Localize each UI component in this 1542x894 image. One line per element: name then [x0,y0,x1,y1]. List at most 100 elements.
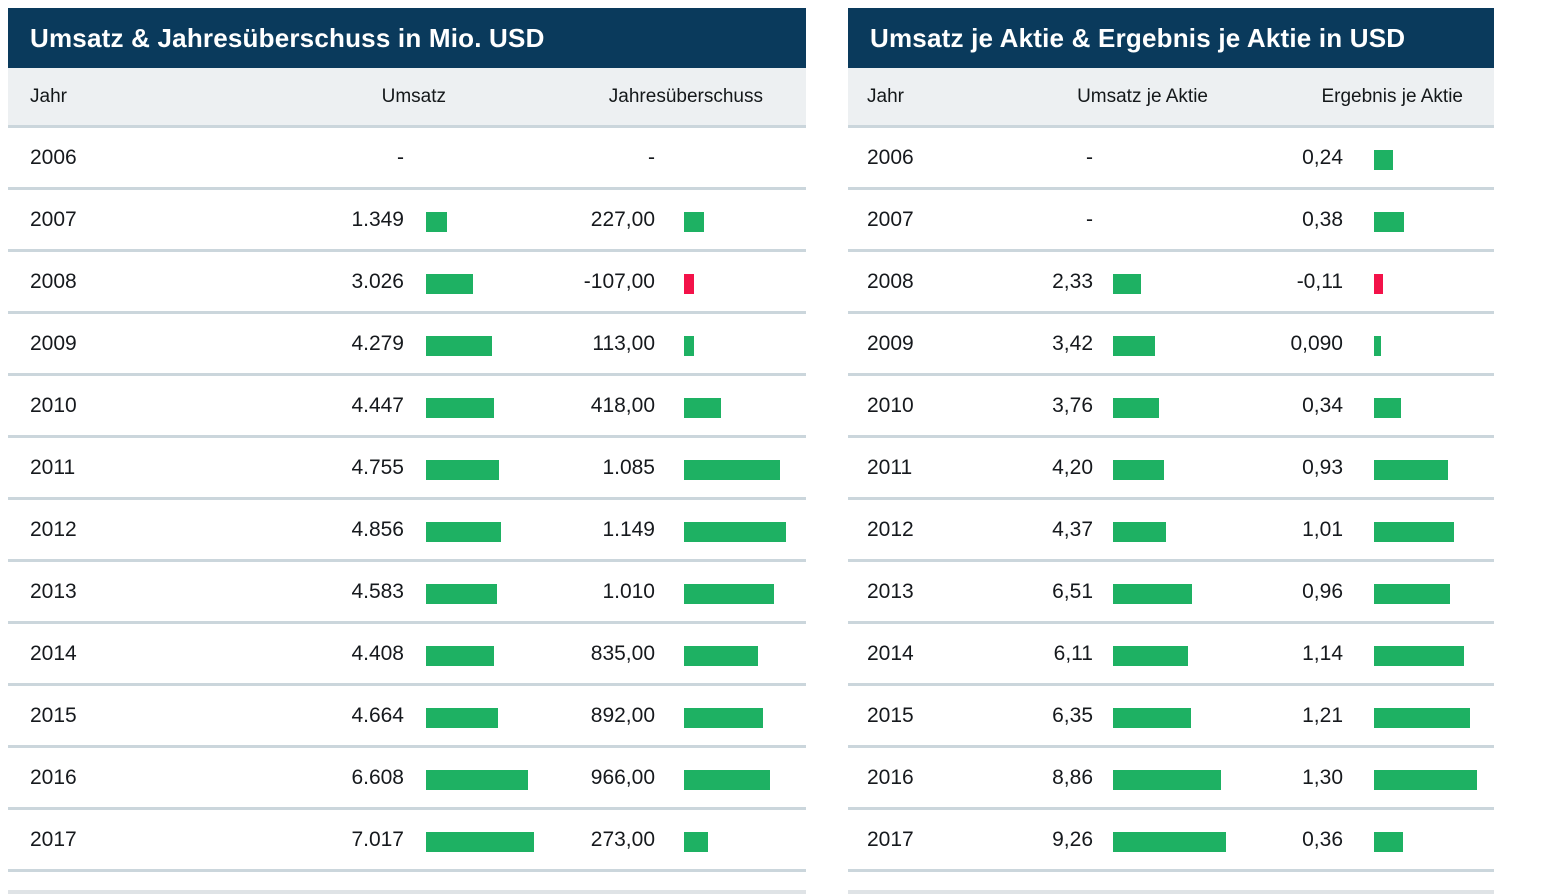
table-row: 2011 4.755 1.085 [8,438,806,500]
value-cell: 0,36 [1302,827,1343,851]
table-row: 2012 4,37 1,01 [848,500,1494,562]
year-cell: 2015 [30,703,77,727]
positive-value-bar [1374,397,1401,418]
bar-cell [404,768,536,790]
positive-value-bar [684,397,722,418]
bar-cell [1343,272,1494,294]
year-cell: 2014 [30,641,77,665]
year-cell: 2007 [30,207,77,231]
positive-value-bar [1374,831,1403,852]
value-cell: 4,20 [1052,455,1093,479]
positive-value-bar [426,273,473,294]
bottom-strip [8,890,806,894]
value-cell: 1.349 [351,207,404,231]
year-cell: 2011 [30,455,76,479]
positive-value-bar [1113,273,1142,294]
positive-value-bar [1374,149,1393,170]
positive-value-bar [684,831,709,852]
table-row: 2016 8,86 1,30 [848,748,1494,810]
value-cell: 4.755 [351,455,404,479]
positive-value-bar [1374,645,1465,666]
value-cell: - [1086,145,1093,169]
positive-value-bar [426,831,534,852]
year-cell: 2012 [30,517,77,541]
positive-value-bar [426,521,501,542]
value-cell: 4.583 [351,579,404,603]
table-row: 2007 1.349 227,00 [8,190,806,252]
positive-value-bar [684,645,759,666]
bar-cell [1093,458,1243,480]
bar-cell [404,644,536,666]
bar-cell [655,520,806,542]
table-row: 2015 4.664 892,00 [8,686,806,748]
bar-cell [404,458,536,480]
year-cell: 2011 [867,455,913,479]
bar-cell [655,644,806,666]
positive-value-bar [426,769,528,790]
table-row: 2009 3,42 0,090 [848,314,1494,376]
year-cell: 2010 [30,393,77,417]
table-title-bar: Umsatz je Aktie & Ergebnis je Aktie in U… [848,8,1494,68]
value-cell: 0,24 [1302,145,1343,169]
bottom-strip [848,890,1494,894]
positive-value-bar [684,521,786,542]
table-row: 2015 6,35 1,21 [848,686,1494,748]
bar-cell [655,706,806,728]
year-cell: 2007 [867,207,914,231]
value-cell: 966,00 [590,765,655,789]
value-cell: 1.010 [602,579,655,603]
year-cell: 2016 [867,765,914,789]
bar-cell [404,396,536,418]
value-cell: -0,11 [1296,269,1343,293]
table-row: 2006 - - [8,128,806,190]
positive-value-bar [426,459,500,480]
bar-cell [1343,458,1494,480]
bar-cell [655,396,806,418]
value-cell: 227,00 [590,207,655,231]
bar-cell [655,582,806,604]
year-cell: 2009 [30,331,77,355]
year-cell: 2016 [30,765,77,789]
value-cell: 3,42 [1052,331,1093,355]
value-cell: 1.149 [602,517,655,541]
positive-value-bar [1374,459,1448,480]
bar-cell [1093,706,1243,728]
column-header-ergebnis-je-aktie: Ergebnis je Aktie [1321,85,1463,107]
table-row: 2009 4.279 113,00 [8,314,806,376]
table-body: 2006- -2007 1.349 227,00 2008 3.026 -107,00 200… [8,128,806,872]
column-header-row: Jahr Umsatz je Aktie Ergebnis je Aktie [848,68,1494,128]
value-cell: 6,51 [1052,579,1093,603]
value-cell: 2,33 [1052,269,1093,293]
value-cell: 4,37 [1052,517,1093,541]
bar-cell [1093,272,1243,294]
table-row: 2008 2,33 -0,11 [848,252,1494,314]
bar-cell [404,210,536,232]
value-cell: 6.608 [351,765,404,789]
year-cell: 2006 [867,145,914,169]
positive-value-bar [1113,459,1165,480]
bar-cell [655,334,806,356]
year-cell: 2017 [30,827,77,851]
positive-value-bar [684,769,770,790]
value-cell: - [648,145,655,169]
bar-cell [1343,520,1494,542]
bar-cell [1093,582,1243,604]
value-cell: 0,93 [1302,455,1343,479]
value-cell: 113,00 [592,331,655,355]
positive-value-bar [1113,583,1193,604]
value-cell: 1,01 [1302,517,1343,541]
bar-cell [655,768,806,790]
year-cell: 2017 [867,827,914,851]
bar-cell [655,210,806,232]
table-row: 2010 3,76 0,34 [848,376,1494,438]
bar-cell [1343,148,1494,170]
bar-cell [1343,644,1494,666]
positive-value-bar [426,211,447,232]
positive-value-bar [426,707,498,728]
value-cell: 7.017 [351,827,404,851]
table-row: 2013 6,51 0,96 [848,562,1494,624]
bar-cell [1343,768,1494,790]
value-cell: 418,00 [590,393,655,417]
bar-cell [404,272,536,294]
